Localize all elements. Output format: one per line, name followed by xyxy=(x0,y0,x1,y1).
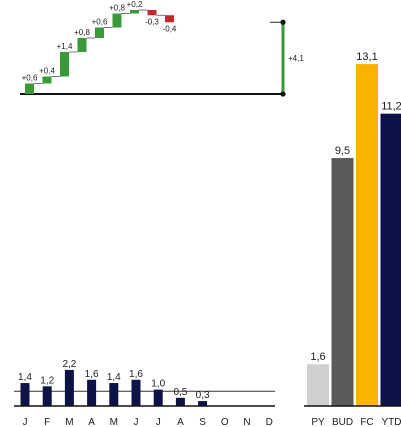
monthly-month-label: J xyxy=(156,417,161,427)
monthly-bar xyxy=(87,379,97,406)
monthly-month-label: F xyxy=(44,417,50,427)
waterfall-bar xyxy=(147,10,157,16)
waterfall-delta-label: -0,3 xyxy=(145,17,159,26)
monthly-value-label: 1,6 xyxy=(85,369,99,380)
monthly-bar xyxy=(175,397,185,406)
monthly-bar-chart: 1,4 J 1,2 F 2,2 M 1,6 A 1,4 M 1,6 J 1,0 J 0,5 A 0,3 S O N D xyxy=(14,359,275,427)
waterfall-bar xyxy=(42,76,52,84)
monthly-month-label: A xyxy=(88,417,95,427)
monthly-value-label: 1,6 xyxy=(129,369,143,380)
monthly-bar xyxy=(131,379,141,406)
monthly-month-label: D xyxy=(266,417,273,427)
scenario-bar xyxy=(380,113,401,407)
monthly-month-label: N xyxy=(243,417,250,427)
waterfall-delta-label: +0,2 xyxy=(127,0,143,9)
scenario-category-label: PY xyxy=(311,417,325,427)
scenario-value-label: 13,1 xyxy=(356,51,377,63)
monthly-value-label: 0,5 xyxy=(173,387,187,398)
monthly-bar xyxy=(109,383,119,406)
monthly-bar xyxy=(20,383,30,406)
monthly-value-label: 1,4 xyxy=(107,372,121,383)
monthly-bar xyxy=(64,369,74,406)
monthly-month-label: J xyxy=(23,417,28,427)
waterfall-bar xyxy=(165,15,174,23)
monthly-value-label: 1,0 xyxy=(151,379,165,390)
waterfall-total-label: +4,1 xyxy=(288,54,304,63)
scenario-bar-chart: 1,6 PY 9,5 BUD 13,1 FC 11,2 YTD xyxy=(304,51,401,427)
waterfall-total-bar xyxy=(281,22,285,94)
waterfall-chart: +0,6+0,4+1,4+0,8+0,6+0,8 +0,2-0,3-0,4+4,1 xyxy=(20,0,304,97)
monthly-value-label: 1,2 xyxy=(40,375,54,386)
monthly-month-label: J xyxy=(134,417,139,427)
monthly-bar xyxy=(153,389,163,406)
monthly-month-label: O xyxy=(221,417,229,427)
waterfall-bar xyxy=(130,10,139,14)
scenario-value-label: 9,5 xyxy=(335,145,350,157)
monthly-value-label: 0,3 xyxy=(196,390,210,401)
monthly-month-label: S xyxy=(199,417,206,427)
waterfall-delta-label: +0,8 xyxy=(74,28,90,37)
scenario-bar xyxy=(307,364,329,406)
monthly-bar xyxy=(198,401,208,406)
waterfall-delta-label: +0,8 xyxy=(109,4,125,13)
scenario-category-label: YTD xyxy=(382,417,401,427)
monthly-month-label: A xyxy=(177,417,184,427)
scenario-category-label: FC xyxy=(360,417,373,427)
waterfall-bar xyxy=(77,38,87,52)
monthly-month-label: M xyxy=(110,417,118,427)
monthly-value-label: 1,4 xyxy=(18,372,32,383)
scenario-value-label: 11,2 xyxy=(381,101,401,113)
waterfall-bar xyxy=(112,13,122,28)
waterfall-bar xyxy=(95,27,104,38)
waterfall-bar xyxy=(60,52,69,77)
waterfall-total-bottom-dot xyxy=(280,91,286,97)
waterfall-bar xyxy=(25,83,34,94)
scenario-bar xyxy=(356,64,378,406)
waterfall-delta-label: +0,6 xyxy=(92,18,108,27)
waterfall-total-top-dot xyxy=(280,19,286,25)
monthly-bar xyxy=(42,386,52,406)
waterfall-delta-label: -0,4 xyxy=(163,24,177,33)
scenario-value-label: 1,6 xyxy=(310,351,325,363)
monthly-value-label: 2,2 xyxy=(62,359,76,370)
scenario-category-label: BUD xyxy=(332,417,353,427)
waterfall-delta-label: +0,4 xyxy=(39,67,55,76)
monthly-month-label: M xyxy=(65,417,73,427)
waterfall-delta-label: +0,6 xyxy=(22,74,38,83)
scenario-bar xyxy=(331,158,354,406)
waterfall-delta-label: +1,4 xyxy=(57,42,73,51)
